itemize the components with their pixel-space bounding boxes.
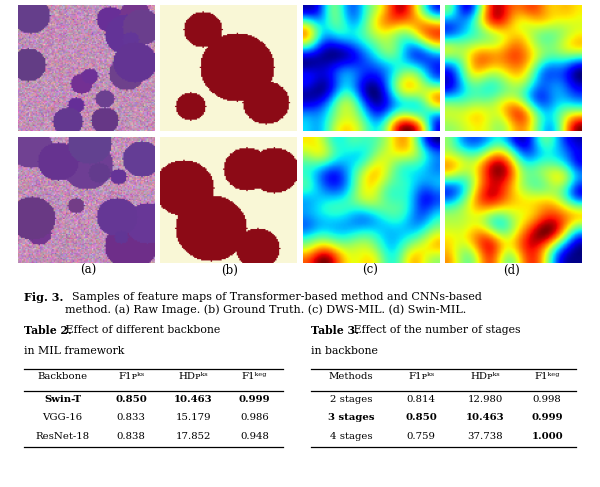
Text: Table 2.: Table 2. — [23, 325, 71, 336]
Text: 17.852: 17.852 — [176, 431, 211, 441]
Text: F1ᴘᵏˢ: F1ᴘᵏˢ — [118, 372, 145, 381]
Text: Effect of different backbone: Effect of different backbone — [62, 325, 220, 335]
Text: 0.833: 0.833 — [117, 413, 146, 422]
Text: 0.999: 0.999 — [532, 413, 563, 422]
Text: F1ᵏᵉᵍ: F1ᵏᵉᵍ — [535, 372, 560, 381]
Text: Samples of feature maps of Transformer-based method and CNNs-based
method. (a) R: Samples of feature maps of Transformer-b… — [65, 292, 482, 315]
Text: 2 stages: 2 stages — [330, 394, 372, 404]
Text: HDᴘᵏˢ: HDᴘᵏˢ — [179, 372, 208, 381]
Text: (a): (a) — [80, 264, 97, 277]
Text: 10.463: 10.463 — [466, 413, 504, 422]
Text: 1.000: 1.000 — [532, 431, 563, 441]
Text: 0.850: 0.850 — [406, 413, 437, 422]
Text: Swin-T: Swin-T — [44, 394, 81, 404]
Text: 0.998: 0.998 — [533, 394, 562, 404]
Text: (d): (d) — [503, 264, 520, 277]
Text: 4 stages: 4 stages — [330, 431, 373, 441]
Text: 0.850: 0.850 — [115, 394, 147, 404]
Text: 12.980: 12.980 — [467, 394, 503, 404]
Text: Effect of the number of stages: Effect of the number of stages — [350, 325, 520, 335]
Text: 0.759: 0.759 — [407, 431, 436, 441]
Text: 0.999: 0.999 — [239, 394, 271, 404]
Text: 15.179: 15.179 — [176, 413, 211, 422]
Text: HDᴘᵏˢ: HDᴘᵏˢ — [470, 372, 500, 381]
Text: 0.838: 0.838 — [117, 431, 146, 441]
Text: 10.463: 10.463 — [174, 394, 213, 404]
Text: VGG-16: VGG-16 — [43, 413, 83, 422]
Text: 0.986: 0.986 — [240, 413, 269, 422]
Text: 37.738: 37.738 — [467, 431, 503, 441]
Text: F1ᴘᵏˢ: F1ᴘᵏˢ — [408, 372, 434, 381]
Text: Methods: Methods — [329, 372, 373, 381]
Text: Table 3.: Table 3. — [311, 325, 359, 336]
Text: 3 stages: 3 stages — [328, 413, 374, 422]
Text: (b): (b) — [221, 264, 238, 277]
Text: Fig. 3.: Fig. 3. — [23, 292, 63, 303]
Text: 0.814: 0.814 — [407, 394, 436, 404]
Text: in MIL framework: in MIL framework — [23, 346, 124, 356]
Text: Backbone: Backbone — [37, 372, 88, 381]
Text: (c): (c) — [362, 264, 379, 277]
Text: ResNet-18: ResNet-18 — [35, 431, 89, 441]
Text: F1ᵏᵉᵍ: F1ᵏᵉᵍ — [242, 372, 267, 381]
Text: in backbone: in backbone — [311, 346, 378, 356]
Text: 0.948: 0.948 — [240, 431, 269, 441]
